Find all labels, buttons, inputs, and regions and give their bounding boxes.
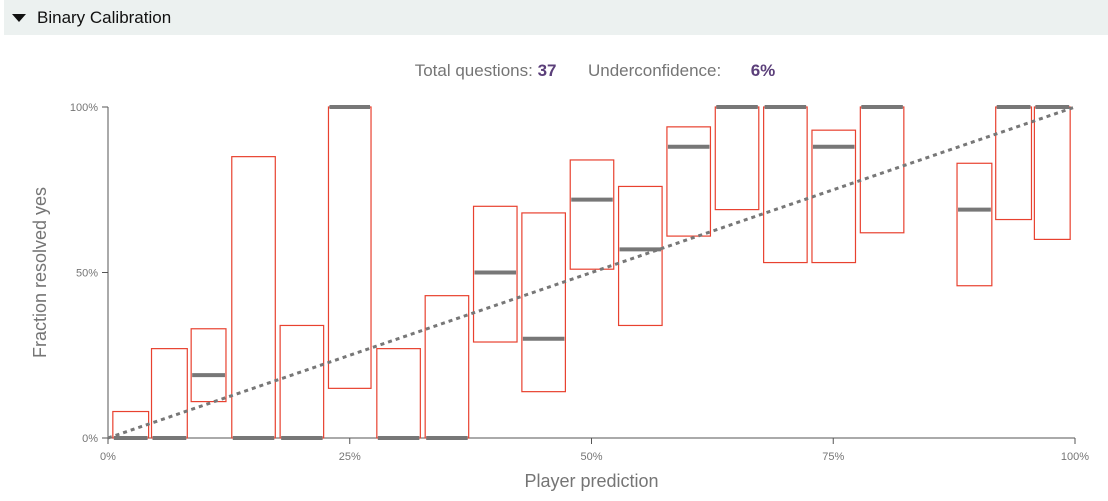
calibration-interval-box bbox=[811, 129, 857, 264]
x-axis-title: Player prediction bbox=[524, 471, 658, 491]
perfect-calibration-line bbox=[107, 105, 1076, 440]
y-tick-label: 50% bbox=[76, 268, 98, 280]
calibration-interval-box bbox=[231, 156, 276, 439]
calibration-interval-box bbox=[763, 106, 808, 264]
calibration-interval-box bbox=[714, 106, 760, 211]
calibration-interval-box bbox=[376, 348, 421, 439]
calibration-interval-box bbox=[956, 162, 993, 287]
calibration-interval-box bbox=[617, 185, 663, 327]
y-tick-label: 0% bbox=[82, 433, 98, 445]
calibration-interval-box bbox=[327, 106, 372, 389]
y-axis-title: Fraction resolved yes bbox=[30, 187, 50, 358]
x-tick-label: 25% bbox=[339, 451, 361, 463]
calibration-interval-box bbox=[569, 159, 615, 270]
calibration-interval-box bbox=[472, 205, 518, 343]
stats-line: Total questions: 37 Underconfidence: 6% bbox=[0, 61, 1108, 81]
calibration-interval-box bbox=[666, 126, 712, 237]
calibration-interval-box bbox=[1033, 106, 1071, 240]
underconfidence-value: 6% bbox=[750, 61, 776, 80]
total-questions-value: 37 bbox=[537, 61, 557, 80]
section-header[interactable]: Binary Calibration bbox=[4, 0, 1108, 35]
calibration-interval-box bbox=[190, 328, 227, 403]
calibration-interval-box bbox=[279, 324, 325, 439]
calibration-interval-box bbox=[150, 348, 188, 439]
calibration-interval-box bbox=[424, 295, 470, 439]
calibration-interval-box bbox=[521, 212, 566, 393]
section-title: Binary Calibration bbox=[37, 7, 172, 27]
x-tick-label: 100% bbox=[1061, 451, 1089, 463]
calibration-interval-box bbox=[859, 106, 905, 234]
y-tick-label: 100% bbox=[70, 102, 98, 114]
collapse-caret-icon[interactable] bbox=[12, 13, 26, 22]
x-tick-label: 50% bbox=[580, 451, 602, 463]
total-questions-label: Total questions: bbox=[414, 61, 533, 80]
x-tick-label: 75% bbox=[822, 451, 844, 463]
x-tick-label: 0% bbox=[100, 451, 116, 463]
underconfidence-label: Underconfidence: bbox=[587, 61, 722, 80]
